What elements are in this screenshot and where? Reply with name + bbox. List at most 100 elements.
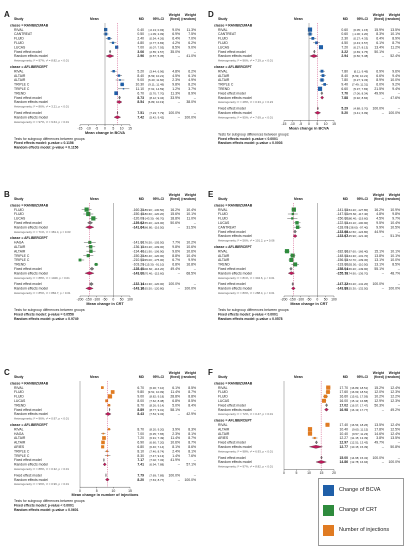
study-md: 0.60 [341,28,348,32]
fixed-effect-diamond [118,95,121,100]
overall-random-md: 14.86 [340,460,349,464]
overall-random-diamond [105,477,110,482]
overall-random-label: Random effects model [14,287,48,291]
study-name: ALTAIR [218,427,230,431]
study-md: -147.00 [337,212,349,216]
study-md: 10.40 [340,432,349,436]
study-md: -122.00 [337,221,349,225]
study-point [112,69,115,73]
study-point [107,403,111,407]
overall-fixed-ci: [4.88; 5.70] [354,107,369,111]
random-effects-label: Random effects model [14,271,48,275]
study-name: TRIPLE C [14,87,30,91]
study-md: 0.50 [137,32,144,36]
overall-random-label: Random effects model [218,460,252,464]
overall-fixed-diamond [105,473,107,477]
legend-swatch [323,505,334,516]
random-weight: 52.4% [390,54,400,58]
fixed-effect-label: Fixed effect model [218,441,246,445]
study-weight-random: 11.3% [187,28,196,32]
study-point [320,69,324,73]
study-md: 0.40 [137,28,144,32]
fixed-effect-label: Fixed effect model [218,403,246,407]
study-name: LUCAS [14,399,26,403]
forest-panel-c: C Study Mean MD 95%-CI Weight Weight (fixed) (ra… [4,368,200,546]
header-mean: Mean [90,17,99,21]
random-effects-label: Random effects model [14,412,48,416]
study-weight-random: 10.4% [390,221,400,225]
study-weight-random: 9.4% [392,87,400,91]
fixed-effect-label: Fixed effect model [14,458,42,462]
overall-fixed-md: 7.51 [137,111,144,115]
study-weight-random: 8.5% [188,399,196,403]
study-weight-fixed: 4.8% [376,212,384,216]
study-weight-random: 11.0% [187,217,196,221]
fixed-effect-label: Fixed effect model [218,230,246,234]
header-weight: Weight [373,13,385,17]
study-point [102,432,105,435]
study-ci: [-154.20; -127.80] [345,208,368,212]
study-point [88,240,92,244]
study-point [94,262,98,266]
study-weight-fixed: 9.8% [172,83,180,87]
header-weight: Weight [169,13,181,17]
header-random: (random) [181,197,196,201]
overall-random-label: Random effects model [14,115,48,119]
random-md: 8.54 [137,100,144,104]
header-weight: Weight [389,371,401,375]
study-md: -150.20 [133,254,145,258]
study-ci: [16.54; 18.26] [350,423,368,427]
x-tick-label: 10 [111,489,115,493]
fixed-effect-diamond [315,440,318,445]
header-random: (random) [385,375,400,379]
x-tick-label: 5 [316,122,318,126]
study-weight-fixed: 11.4% [171,436,180,440]
study-name: TRIPLE C [218,83,234,87]
subgroup-test-text: Fixed effects model: p-value < 0.0001 [218,137,278,141]
overall-random-weight: 100.0% [185,478,197,482]
study-name: CANTREAT [218,32,236,36]
fixed-ci: [-140.60; -116.20] [142,267,165,271]
random-md: -141.64 [133,225,145,229]
study-point [105,399,109,403]
study-name: TRIPLE C [14,454,30,458]
study-weight-random: 7.5% [188,32,196,36]
study-point [291,217,294,220]
random-weight: 57.1% [186,463,196,467]
study-name: FLUID [14,41,24,45]
header-study: Study [218,17,228,21]
study-point [326,385,331,390]
x-axis-label: Mean change in CRT [86,302,124,306]
x-tick-label: -100 [297,298,304,302]
forest-panel-e: E Study Mean MD 95%-CI Weight Weight (fixed) (ra… [208,190,404,358]
overall-fixed-weight-random: -- [398,107,400,111]
study-point [104,27,108,32]
fixed-weight: 58.1% [170,408,180,412]
study-weight-fixed: 10.6% [170,441,180,445]
study-weight-random: 8.7% [188,436,196,440]
overall-random-diamond [314,111,321,115]
study-point [119,79,121,81]
study-ci: [0.05; 1.15] [354,28,369,32]
study-point [323,394,328,399]
fixed-weight-random: -- [398,267,400,271]
study-name: FLUID [218,37,228,41]
study-name: RIVAL [218,28,228,32]
study-weight-random: 10.1% [390,32,400,36]
overall-random-ci: [-155.30; -132.50] [345,287,368,291]
fixed-ci: [-142.50; -124.80] [345,230,368,234]
panel-label: A [4,10,10,19]
random-effects-label: Random effects model [14,54,48,58]
header-weight: Weight [185,371,197,375]
study-md: -133.00 [337,263,349,267]
study-point [114,91,119,96]
x-tick-label: 50 [324,298,328,302]
panel-label: D [208,10,214,19]
study-md: 7.00 [137,45,144,49]
overall-random-weight: 100.0% [389,111,401,115]
study-weight-fixed: 6.9% [172,32,180,36]
overall-fixed-weight-random: -- [194,111,196,115]
overall-random-diamond [85,286,94,291]
fixed-effect-label: Fixed effect model [14,96,42,100]
header-md: MD [139,17,145,21]
